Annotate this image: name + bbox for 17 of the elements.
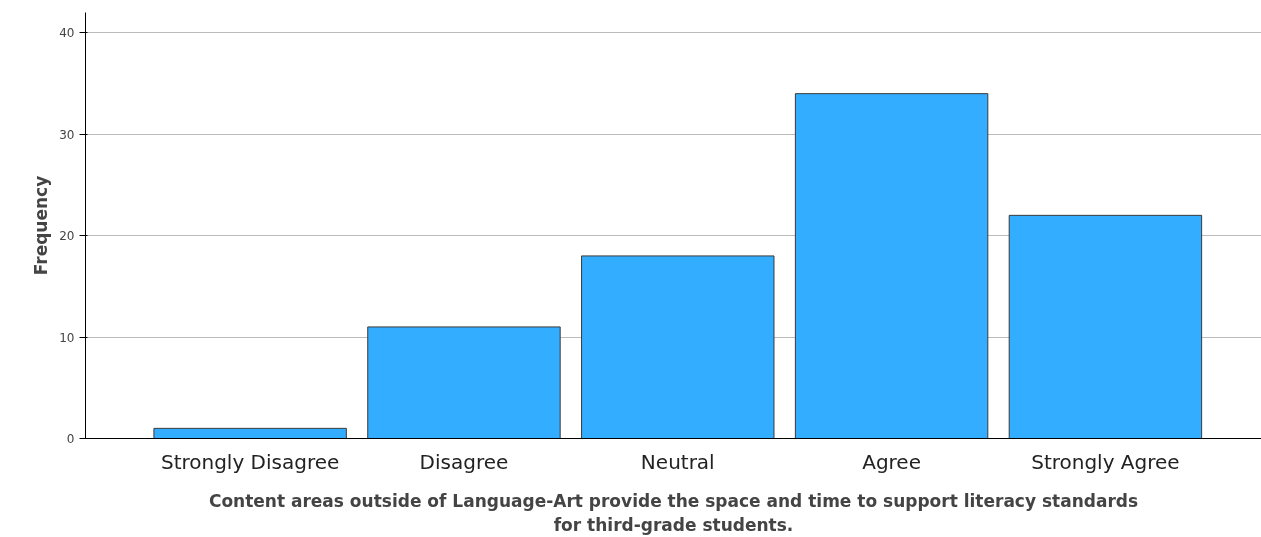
bar (794, 93, 989, 439)
x-tick-label: Strongly Disagree (160, 449, 340, 474)
x-axis-title: Content areas outside of Language-Art provide the space and time to support literacy standards for third-grade students. (208, 490, 1139, 535)
y-axis-title: Frequency (31, 175, 52, 276)
x-tick-label: Neutral (640, 449, 715, 474)
bar (1008, 214, 1203, 439)
y-tick-label: 30 (59, 127, 75, 142)
y-tick-label: 0 (66, 432, 75, 446)
y-tick-label: 10 (59, 330, 75, 345)
bar (367, 326, 561, 439)
x-tick-label: Agree (862, 449, 921, 474)
y-tick-label: 40 (59, 26, 75, 41)
bar (581, 255, 775, 439)
x-tick-label: Disagree (419, 449, 509, 474)
x-tick-label: Strongly Agree (1031, 449, 1180, 474)
y-tick-label: 20 (59, 229, 75, 244)
bar (153, 427, 347, 439)
